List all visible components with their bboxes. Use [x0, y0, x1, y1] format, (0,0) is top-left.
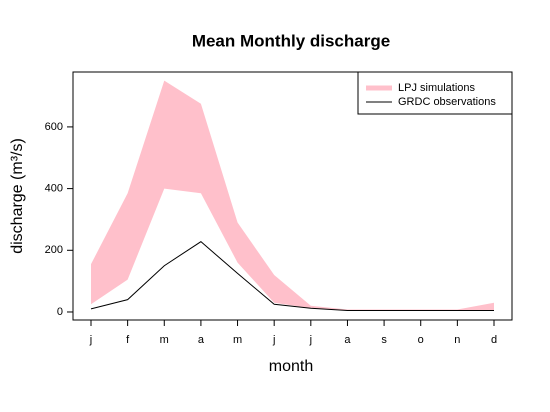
legend-label: GRDC observations	[398, 96, 496, 108]
band-area	[91, 80, 494, 311]
legend-box	[357, 71, 513, 115]
x-tick-label: o	[418, 334, 424, 346]
y-tick-label: 600	[45, 121, 63, 133]
x-tick-label: a	[198, 334, 205, 346]
x-tick-label: n	[454, 334, 460, 346]
x-tick-label: j	[89, 334, 92, 346]
line	[90, 241, 494, 311]
chart-title: Mean Monthly discharge	[192, 31, 390, 50]
x-tick-label: s	[381, 334, 387, 346]
y-tick-label: 200	[45, 244, 63, 256]
x-tick-label: m	[233, 334, 242, 346]
y-axis-label: discharge (m³/s)	[9, 138, 26, 254]
y-tick-label: 0	[57, 306, 63, 318]
x-tick-label: f	[126, 334, 130, 346]
x-axis-label: month	[269, 358, 313, 375]
x-tick-label: m	[160, 334, 169, 346]
plot-frame	[72, 71, 513, 321]
x-tick-label: j	[309, 334, 312, 346]
y-tick-label: 400	[45, 183, 63, 195]
x-tick-label: d	[491, 334, 497, 346]
x-tick-label: a	[344, 334, 351, 346]
legend-label: LPJ simulations	[398, 82, 476, 94]
x-tick-label: j	[272, 334, 275, 346]
